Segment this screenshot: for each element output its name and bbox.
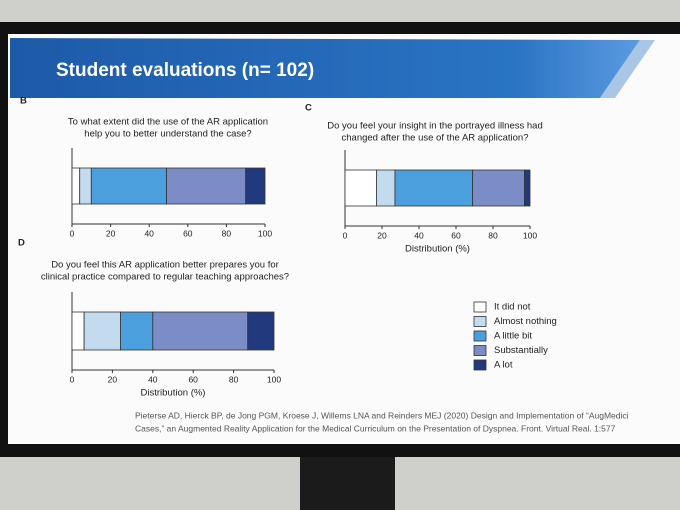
x-axis-label: Distribution (%) <box>405 244 470 255</box>
x-tick-label: 40 <box>144 228 154 238</box>
bar-segment <box>79 167 92 205</box>
x-tick-label: 20 <box>377 230 387 240</box>
x-tick-label: 100 <box>267 374 281 384</box>
x-tick-label: 60 <box>183 228 193 238</box>
bar-segment <box>376 169 396 207</box>
panel-label: B <box>20 96 27 107</box>
x-tick-label: 20 <box>106 228 116 238</box>
x-tick-label: 80 <box>229 374 239 384</box>
legend-swatch <box>473 316 487 327</box>
citation: Cases,” an Augmented Reality Application… <box>135 423 616 433</box>
x-tick-label: 80 <box>222 228 232 238</box>
legend-swatch <box>473 359 487 371</box>
title-banner <box>10 38 640 98</box>
x-tick-label: 100 <box>523 230 537 240</box>
bar-segment <box>472 169 525 207</box>
bar-segment <box>166 167 247 205</box>
x-tick-label: 40 <box>414 230 424 240</box>
x-axis-label: Distribution (%) <box>141 388 206 399</box>
bar-segment <box>394 169 474 207</box>
panel-label: D <box>18 238 25 249</box>
legend-swatch <box>473 345 487 356</box>
legend-label: It did not <box>494 302 531 313</box>
legend-label: A little bit <box>494 331 532 342</box>
x-tick-label: 0 <box>343 230 348 240</box>
citation: Pieterse AD, Hierck BP, de Jong PGM, Kro… <box>135 410 629 420</box>
slide <box>8 34 680 444</box>
chart-title: Do you feel your insight in the portraye… <box>327 121 542 132</box>
bar-segment <box>344 169 377 207</box>
stand <box>300 450 395 510</box>
legend-label: A lot <box>494 360 513 371</box>
bar-segment <box>152 311 249 351</box>
bar-segment <box>247 311 275 351</box>
bar-segment <box>83 311 121 351</box>
x-tick-label: 20 <box>108 374 118 384</box>
bar-segment <box>524 169 531 207</box>
x-tick-label: 0 <box>70 228 75 238</box>
x-tick-label: 40 <box>148 374 158 384</box>
chart-title: clinical practice compared to regular te… <box>41 272 289 283</box>
bar-segment <box>245 167 266 205</box>
legend-swatch <box>473 301 487 313</box>
legend-label: Substantially <box>494 345 548 356</box>
x-tick-label: 100 <box>258 228 272 238</box>
chart-title: To what extent did the use of the AR app… <box>68 117 268 128</box>
bar-segment <box>71 167 81 205</box>
bar-segment <box>90 167 167 205</box>
banner-stripe <box>600 40 655 98</box>
chart-title: help you to better understand the case? <box>84 129 251 140</box>
panel-label: C <box>305 103 312 114</box>
chart-title: changed after the use of the AR applicat… <box>342 133 529 144</box>
x-tick-label: 60 <box>188 374 198 384</box>
chart-title: Do you feel this AR application better p… <box>51 260 279 271</box>
slide-title: Student evaluations (n= 102) <box>56 60 314 81</box>
legend-label: Almost nothing <box>494 316 557 327</box>
x-tick-label: 60 <box>451 230 461 240</box>
x-tick-label: 0 <box>70 374 75 384</box>
bar-segment <box>71 311 85 351</box>
x-tick-label: 80 <box>488 230 498 240</box>
bar-segment <box>120 311 154 351</box>
legend-swatch <box>473 330 487 342</box>
